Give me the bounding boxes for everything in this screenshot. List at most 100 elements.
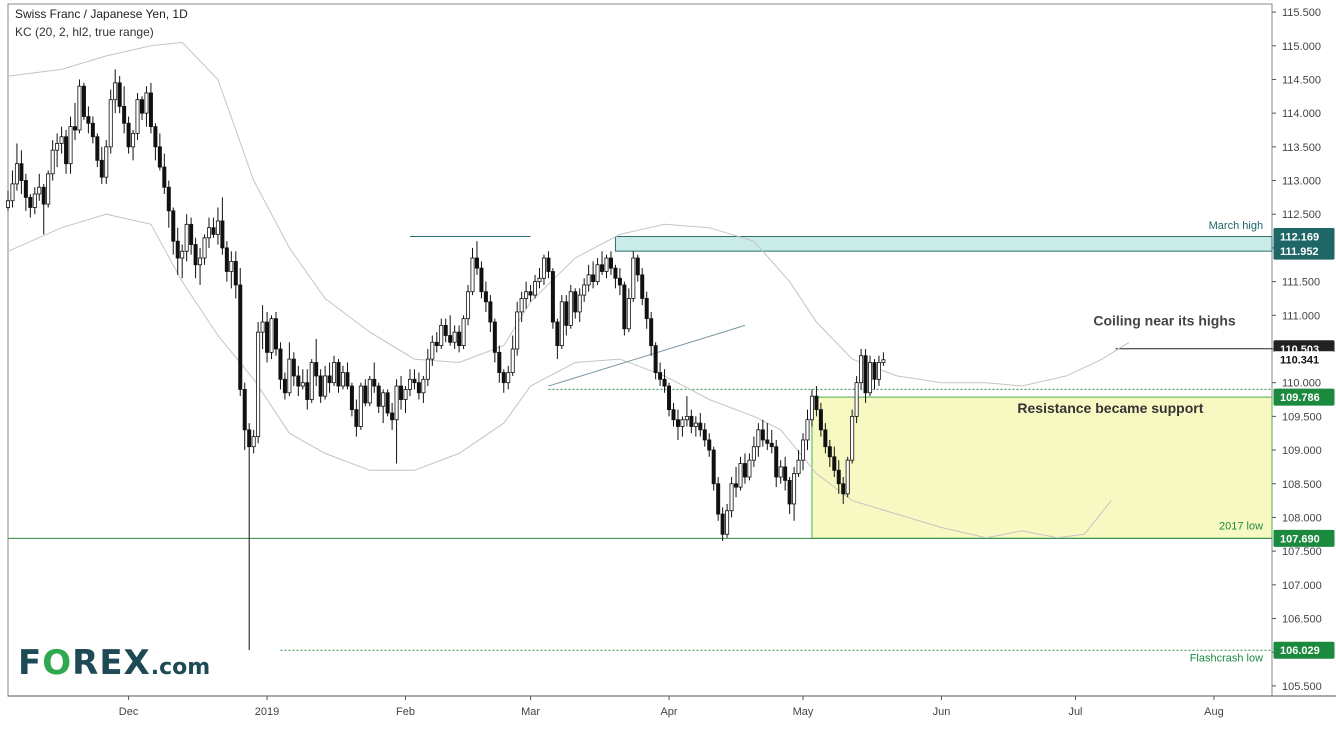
candle-body bbox=[72, 126, 77, 131]
candle-body bbox=[332, 362, 337, 384]
candle-body bbox=[323, 375, 328, 397]
candle-body bbox=[671, 409, 676, 421]
candle-body bbox=[367, 378, 372, 404]
candle-body bbox=[702, 429, 707, 441]
candle-body bbox=[224, 247, 229, 272]
y-tick-label: 111.500 bbox=[1282, 277, 1320, 289]
candle-body bbox=[407, 378, 412, 390]
candle-body bbox=[86, 116, 91, 124]
candle-body bbox=[515, 311, 520, 350]
y-tick-label: 107.000 bbox=[1282, 580, 1322, 592]
candle-body bbox=[591, 274, 596, 283]
candle-body bbox=[180, 250, 185, 259]
candle-body bbox=[363, 385, 368, 404]
candle-body bbox=[104, 146, 109, 178]
candle-body bbox=[358, 385, 363, 427]
candle-body bbox=[854, 382, 859, 417]
candle-body bbox=[479, 267, 484, 293]
candle-body bbox=[296, 375, 301, 387]
candle-body bbox=[747, 459, 752, 478]
candle-body bbox=[95, 136, 100, 161]
candle-body bbox=[649, 318, 654, 347]
zone-1 bbox=[811, 396, 1273, 539]
candle-body bbox=[305, 382, 310, 400]
candle-body bbox=[340, 372, 345, 387]
price-label-0: 112.169 bbox=[1280, 232, 1319, 244]
candle-body bbox=[604, 257, 609, 272]
candle-body bbox=[10, 183, 15, 202]
candle-body bbox=[403, 389, 408, 400]
candle-body bbox=[631, 257, 636, 299]
candle-body bbox=[135, 99, 140, 134]
forex-logo: FOREX.com bbox=[18, 643, 211, 683]
candle-body bbox=[291, 358, 296, 377]
trendline bbox=[548, 324, 746, 387]
candle-body bbox=[626, 298, 631, 330]
candle-body bbox=[582, 284, 587, 296]
candle-body bbox=[148, 92, 153, 128]
candle-body bbox=[734, 483, 739, 488]
candle-body bbox=[769, 442, 774, 448]
y-tick-label: 109.500 bbox=[1282, 411, 1322, 423]
candle-body bbox=[711, 449, 716, 485]
candle-body bbox=[198, 257, 203, 266]
candle-body bbox=[260, 321, 265, 333]
keltner-lower-band bbox=[7, 213, 1112, 539]
candle-body bbox=[206, 227, 211, 239]
candle-body bbox=[541, 257, 546, 279]
candle-body bbox=[859, 355, 864, 384]
candle-body bbox=[251, 436, 256, 448]
candle-body bbox=[157, 146, 162, 168]
candle-body bbox=[684, 415, 689, 421]
candle-body bbox=[6, 200, 11, 208]
candle-body bbox=[32, 193, 37, 208]
candle-body bbox=[269, 318, 274, 353]
candle-body bbox=[550, 271, 555, 323]
candle-body bbox=[282, 378, 287, 394]
candle-body bbox=[698, 422, 703, 431]
candle-body bbox=[171, 210, 176, 242]
price-label-1: 111.952 bbox=[1280, 246, 1319, 258]
candle-body bbox=[166, 186, 171, 212]
x-tick-label: Jul bbox=[1068, 706, 1082, 718]
candle-body bbox=[14, 163, 19, 185]
x-tick-label: Jun bbox=[933, 706, 951, 718]
candle-body bbox=[439, 325, 444, 347]
candle-body bbox=[390, 412, 395, 421]
candle-body bbox=[349, 385, 354, 411]
candle-body bbox=[559, 301, 564, 347]
candle-body bbox=[555, 321, 560, 347]
candle-body bbox=[720, 513, 725, 535]
candle-body bbox=[202, 237, 207, 259]
candle-body bbox=[416, 382, 421, 394]
candle-body bbox=[662, 378, 667, 387]
candle-body bbox=[108, 99, 113, 148]
x-tick-label: Aug bbox=[1204, 706, 1224, 718]
candle-body bbox=[756, 429, 761, 448]
candle-body bbox=[474, 257, 479, 269]
candle-body bbox=[506, 372, 511, 384]
candle-body bbox=[640, 274, 645, 299]
candle-body bbox=[658, 372, 663, 380]
candle-body bbox=[537, 277, 542, 283]
candle-body bbox=[215, 220, 220, 235]
candle-body bbox=[850, 415, 855, 461]
x-tick-label: Feb bbox=[396, 706, 415, 718]
candle-body bbox=[818, 409, 823, 431]
candle-body bbox=[28, 196, 33, 208]
candle-body bbox=[242, 389, 247, 431]
y-tick-label: 114.500 bbox=[1282, 74, 1321, 86]
candle-body bbox=[162, 166, 167, 188]
candle-body bbox=[845, 459, 850, 495]
candle-body bbox=[144, 92, 149, 114]
candle-body bbox=[23, 180, 28, 198]
candle-body bbox=[309, 362, 314, 400]
candle-body bbox=[546, 257, 551, 272]
candle-body bbox=[189, 223, 194, 245]
candle-body bbox=[461, 318, 466, 347]
candle-body bbox=[876, 362, 881, 380]
candle-body bbox=[113, 82, 118, 101]
y-tick-label: 109.000 bbox=[1282, 445, 1322, 457]
